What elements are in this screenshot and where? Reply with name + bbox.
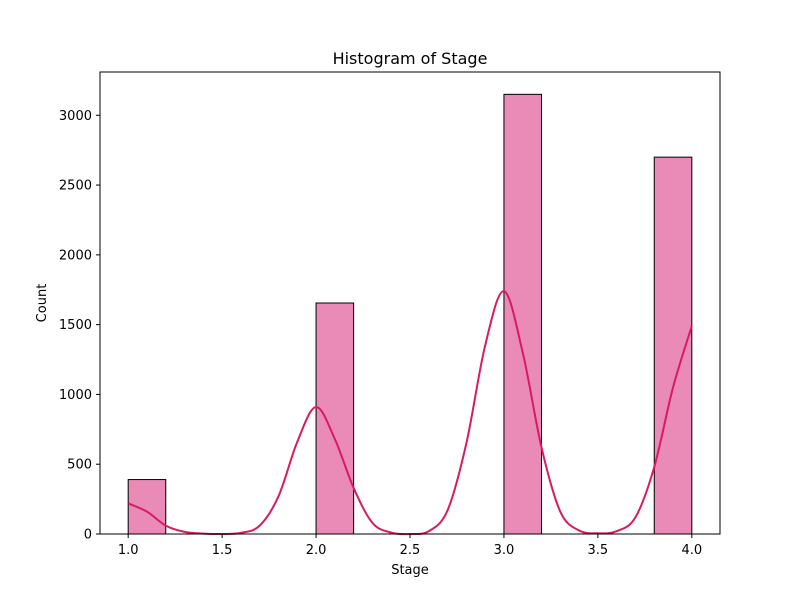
x-tick-label-3: 2.5 bbox=[400, 543, 421, 558]
y-tick-label-4: 2000 bbox=[59, 248, 92, 263]
y-tick-label-2: 1000 bbox=[59, 388, 92, 403]
x-tick-label-0: 1.0 bbox=[118, 543, 139, 558]
chart-title: Histogram of Stage bbox=[333, 49, 488, 68]
x-axis-ticks: 1.0 1.5 2.0 2.5 3.0 3.5 4.0 bbox=[118, 534, 702, 558]
x-tick-label-2: 2.0 bbox=[306, 543, 327, 558]
x-tick-label-1: 1.5 bbox=[212, 543, 233, 558]
x-axis-label: Stage bbox=[391, 563, 429, 578]
bars-group bbox=[127, 93, 693, 535]
y-tick-label-3: 1500 bbox=[59, 318, 92, 333]
y-tick-label-5: 2500 bbox=[59, 179, 92, 194]
y-tick-label-0: 0 bbox=[84, 528, 92, 543]
x-tick-label-5: 3.5 bbox=[588, 543, 609, 558]
histogram-bar-0 bbox=[127, 479, 167, 535]
x-tick-label-6: 4.0 bbox=[681, 543, 702, 558]
histogram-bar-5 bbox=[315, 302, 355, 535]
y-tick-label-6: 3000 bbox=[59, 109, 92, 124]
histogram-bar-10 bbox=[503, 93, 543, 535]
y-axis-ticks: 0 500 1000 1500 2000 2500 3000 bbox=[59, 109, 100, 543]
y-axis-label: Count bbox=[35, 284, 50, 323]
y-tick-label-1: 500 bbox=[67, 458, 92, 473]
x-tick-label-4: 3.0 bbox=[494, 543, 515, 558]
